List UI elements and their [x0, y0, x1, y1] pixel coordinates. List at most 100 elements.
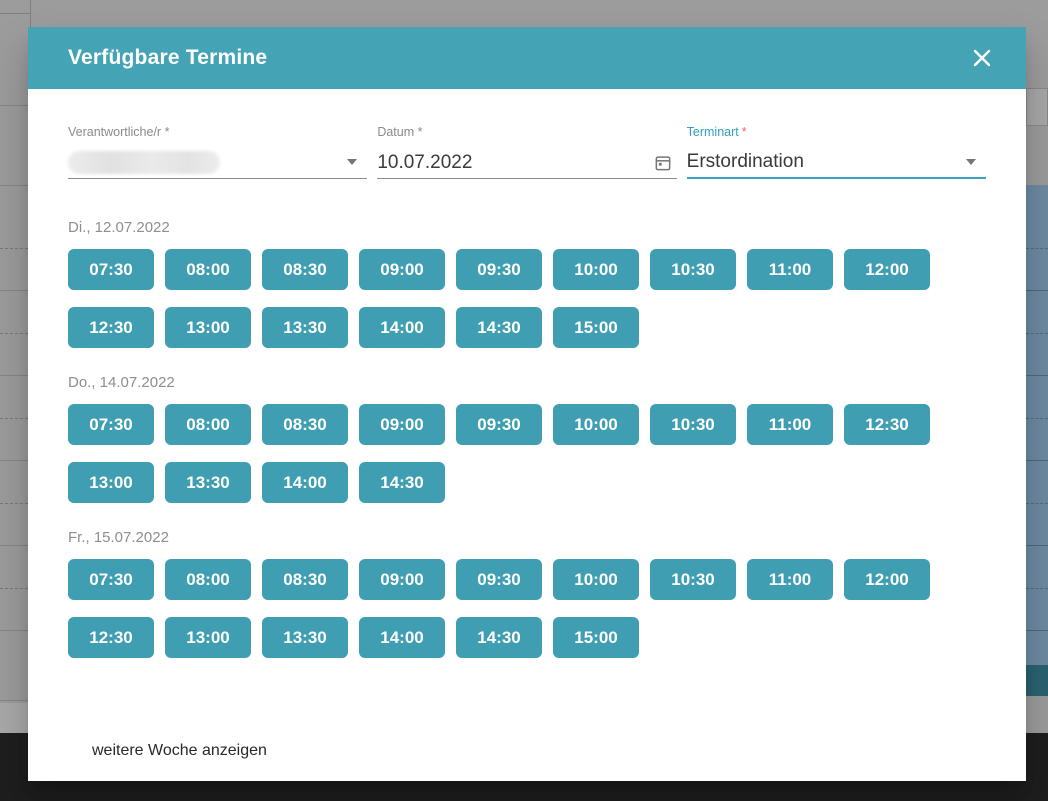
day-label: Di., 12.07.2022	[68, 219, 170, 236]
time-slot-button[interactable]: 08:30	[262, 249, 348, 290]
required-asterisk: *	[741, 125, 747, 139]
background-table-line	[1026, 290, 1048, 291]
time-slot-button[interactable]: 12:30	[68, 307, 154, 348]
day-groups: Di., 12.07.2022 07:30 08:00 08:30 09:00 09:30…	[68, 219, 986, 658]
background-table-dashed-line	[1026, 248, 1048, 249]
time-slot-button[interactable]: 13:30	[262, 307, 348, 348]
background-table-dashed-line	[1026, 333, 1048, 334]
date-value-row[interactable]: 10.07.2022	[377, 147, 677, 179]
time-slot-button[interactable]: 08:30	[262, 404, 348, 445]
chevron-down-icon	[347, 159, 358, 165]
dialog-header: Verfügbare Termine	[28, 27, 1026, 89]
responsible-value-row[interactable]	[68, 147, 368, 179]
time-slot-button[interactable]: 08:00	[165, 404, 251, 445]
time-slot-button[interactable]: 11:00	[747, 559, 833, 600]
time-slot-button[interactable]: 15:00	[553, 617, 639, 658]
chevron-down-icon	[965, 159, 976, 165]
dialog-title: Verfügbare Termine	[68, 46, 268, 69]
time-slot-button[interactable]: 14:00	[262, 462, 348, 503]
redacted-responsible-value	[68, 151, 220, 174]
date-label: Datum *	[377, 125, 423, 139]
time-slot-button[interactable]: 14:30	[359, 462, 445, 503]
background-selected-cell	[1026, 665, 1048, 696]
time-slot-button[interactable]: 09:30	[456, 249, 542, 290]
time-slot-button[interactable]: 13:00	[165, 617, 251, 658]
background-table-line	[0, 185, 28, 186]
background-table-line	[0, 105, 28, 106]
calendar-icon[interactable]	[653, 153, 673, 179]
time-slot-button[interactable]: 10:00	[553, 249, 639, 290]
background-panel	[1026, 88, 1048, 126]
time-slot-button[interactable]: 09:00	[359, 559, 445, 600]
time-slot-button[interactable]: 10:30	[650, 249, 736, 290]
responsible-select-field[interactable]: Verantwortliche/r *	[68, 125, 368, 179]
time-slot-button[interactable]: 13:00	[68, 462, 154, 503]
slot-grid: 07:30 08:00 08:30 09:00 09:30 10:00 10:30 11:00…	[68, 249, 942, 348]
close-icon	[973, 49, 991, 67]
time-slot-button[interactable]: 11:00	[747, 404, 833, 445]
dialog-body: Verantwortliche/r * Datum * 10.07.2022	[28, 125, 1026, 768]
background-table-line	[1026, 375, 1048, 376]
time-slot-button[interactable]: 08:00	[165, 559, 251, 600]
time-slot-button[interactable]: 10:00	[553, 559, 639, 600]
responsible-label: Verantwortliche/r *	[68, 125, 170, 139]
background-table-dashed-line	[1026, 588, 1048, 589]
time-slot-button[interactable]: 13:00	[165, 307, 251, 348]
time-slot-button[interactable]: 13:30	[165, 462, 251, 503]
background-table-dashed-line	[1026, 503, 1048, 504]
time-slot-button[interactable]: 08:00	[165, 249, 251, 290]
day-group: Fr., 15.07.2022 07:30 08:00 08:30 09:00 09:30…	[68, 529, 986, 658]
background-table-line	[0, 13, 30, 14]
time-slot-button[interactable]: 12:30	[844, 404, 930, 445]
background-table-dashed-line	[1026, 418, 1048, 419]
background-table-dashed-line	[0, 248, 28, 249]
appointment-type-select-field[interactable]: Terminart * Erstordination	[686, 125, 986, 179]
background-calendar-column	[1026, 185, 1048, 665]
time-slot-button[interactable]: 14:30	[456, 617, 542, 658]
appointment-type-value: Erstordination	[686, 151, 804, 172]
day-group: Do., 14.07.2022 07:30 08:00 08:30 09:00 09:30…	[68, 374, 986, 503]
time-slot-button[interactable]: 07:30	[68, 404, 154, 445]
time-slot-button[interactable]: 07:30	[68, 559, 154, 600]
appointment-type-label: Terminart *	[687, 125, 986, 141]
background-table-line	[0, 290, 28, 291]
time-slot-button[interactable]: 10:30	[650, 559, 736, 600]
time-slot-button[interactable]: 08:30	[262, 559, 348, 600]
appointment-type-value-row[interactable]: Erstordination	[686, 147, 986, 179]
time-slot-button[interactable]: 09:30	[456, 404, 542, 445]
background-table-line	[0, 375, 28, 376]
background-table-line	[0, 630, 28, 631]
form-fields-row: Verantwortliche/r * Datum * 10.07.2022	[68, 125, 986, 179]
date-value: 10.07.2022	[377, 151, 473, 173]
time-slot-button[interactable]: 11:00	[747, 249, 833, 290]
appointment-type-label-text: Terminart	[686, 125, 739, 139]
time-slot-button[interactable]: 09:00	[359, 404, 445, 445]
background-table-line	[30, 0, 31, 27]
background-table-line	[0, 460, 28, 461]
day-label: Fr., 15.07.2022	[68, 529, 169, 546]
time-slot-button[interactable]: 13:30	[262, 617, 348, 658]
close-button[interactable]	[964, 40, 1000, 76]
date-input-field[interactable]: Datum * 10.07.2022	[377, 125, 677, 179]
time-slot-button[interactable]: 15:00	[553, 307, 639, 348]
background-table-line	[1026, 545, 1048, 546]
time-slot-button[interactable]: 12:30	[68, 617, 154, 658]
time-slot-button[interactable]: 09:00	[359, 249, 445, 290]
background-row-light	[0, 703, 28, 733]
background-table-line	[0, 700, 28, 701]
time-slot-button[interactable]: 09:30	[456, 559, 542, 600]
time-slot-button[interactable]: 07:30	[68, 249, 154, 290]
background-table-line	[1026, 630, 1048, 631]
time-slot-button[interactable]: 14:30	[456, 307, 542, 348]
time-slot-button[interactable]: 12:00	[844, 559, 930, 600]
background-table-line	[0, 545, 28, 546]
time-slot-button[interactable]: 12:00	[844, 249, 930, 290]
show-more-week-button[interactable]: weitere Woche anzeigen	[76, 734, 283, 768]
time-slot-button[interactable]: 10:00	[553, 404, 639, 445]
day-label: Do., 14.07.2022	[68, 374, 175, 391]
time-slot-button[interactable]: 10:30	[650, 404, 736, 445]
available-appointments-dialog: Verfügbare Termine Verantwortliche/r * D…	[28, 27, 1026, 781]
time-slot-button[interactable]: 14:00	[359, 307, 445, 348]
time-slot-button[interactable]: 14:00	[359, 617, 445, 658]
slot-grid: 07:30 08:00 08:30 09:00 09:30 10:00 10:30 11:00…	[68, 404, 942, 503]
